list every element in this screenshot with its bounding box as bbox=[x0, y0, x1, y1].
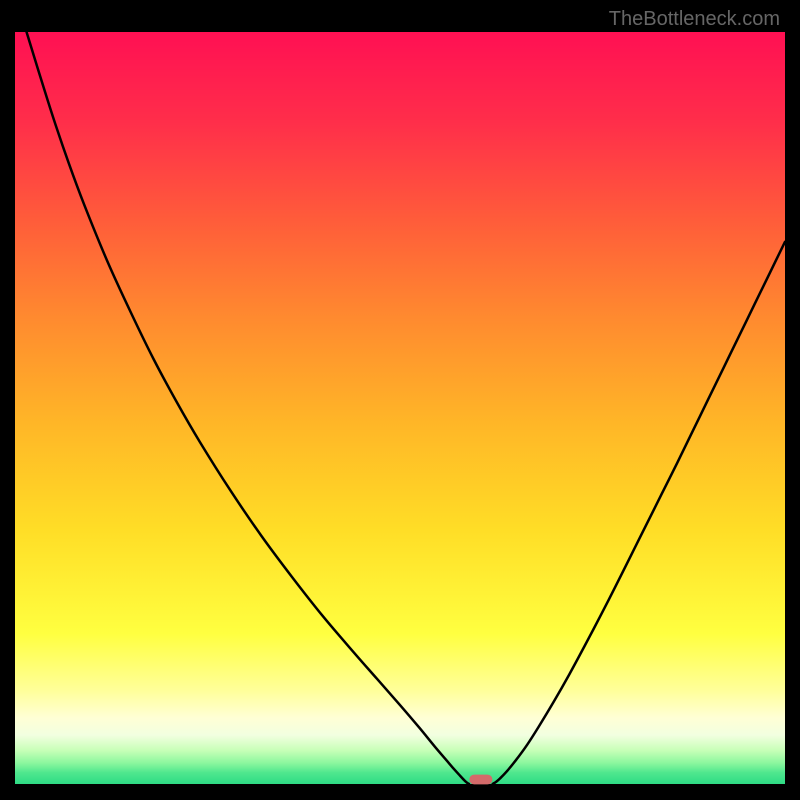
watermark-text: TheBottleneck.com bbox=[609, 8, 780, 31]
chart-svg bbox=[0, 0, 800, 800]
bottleneck-chart: TheBottleneck.com bbox=[0, 0, 800, 800]
